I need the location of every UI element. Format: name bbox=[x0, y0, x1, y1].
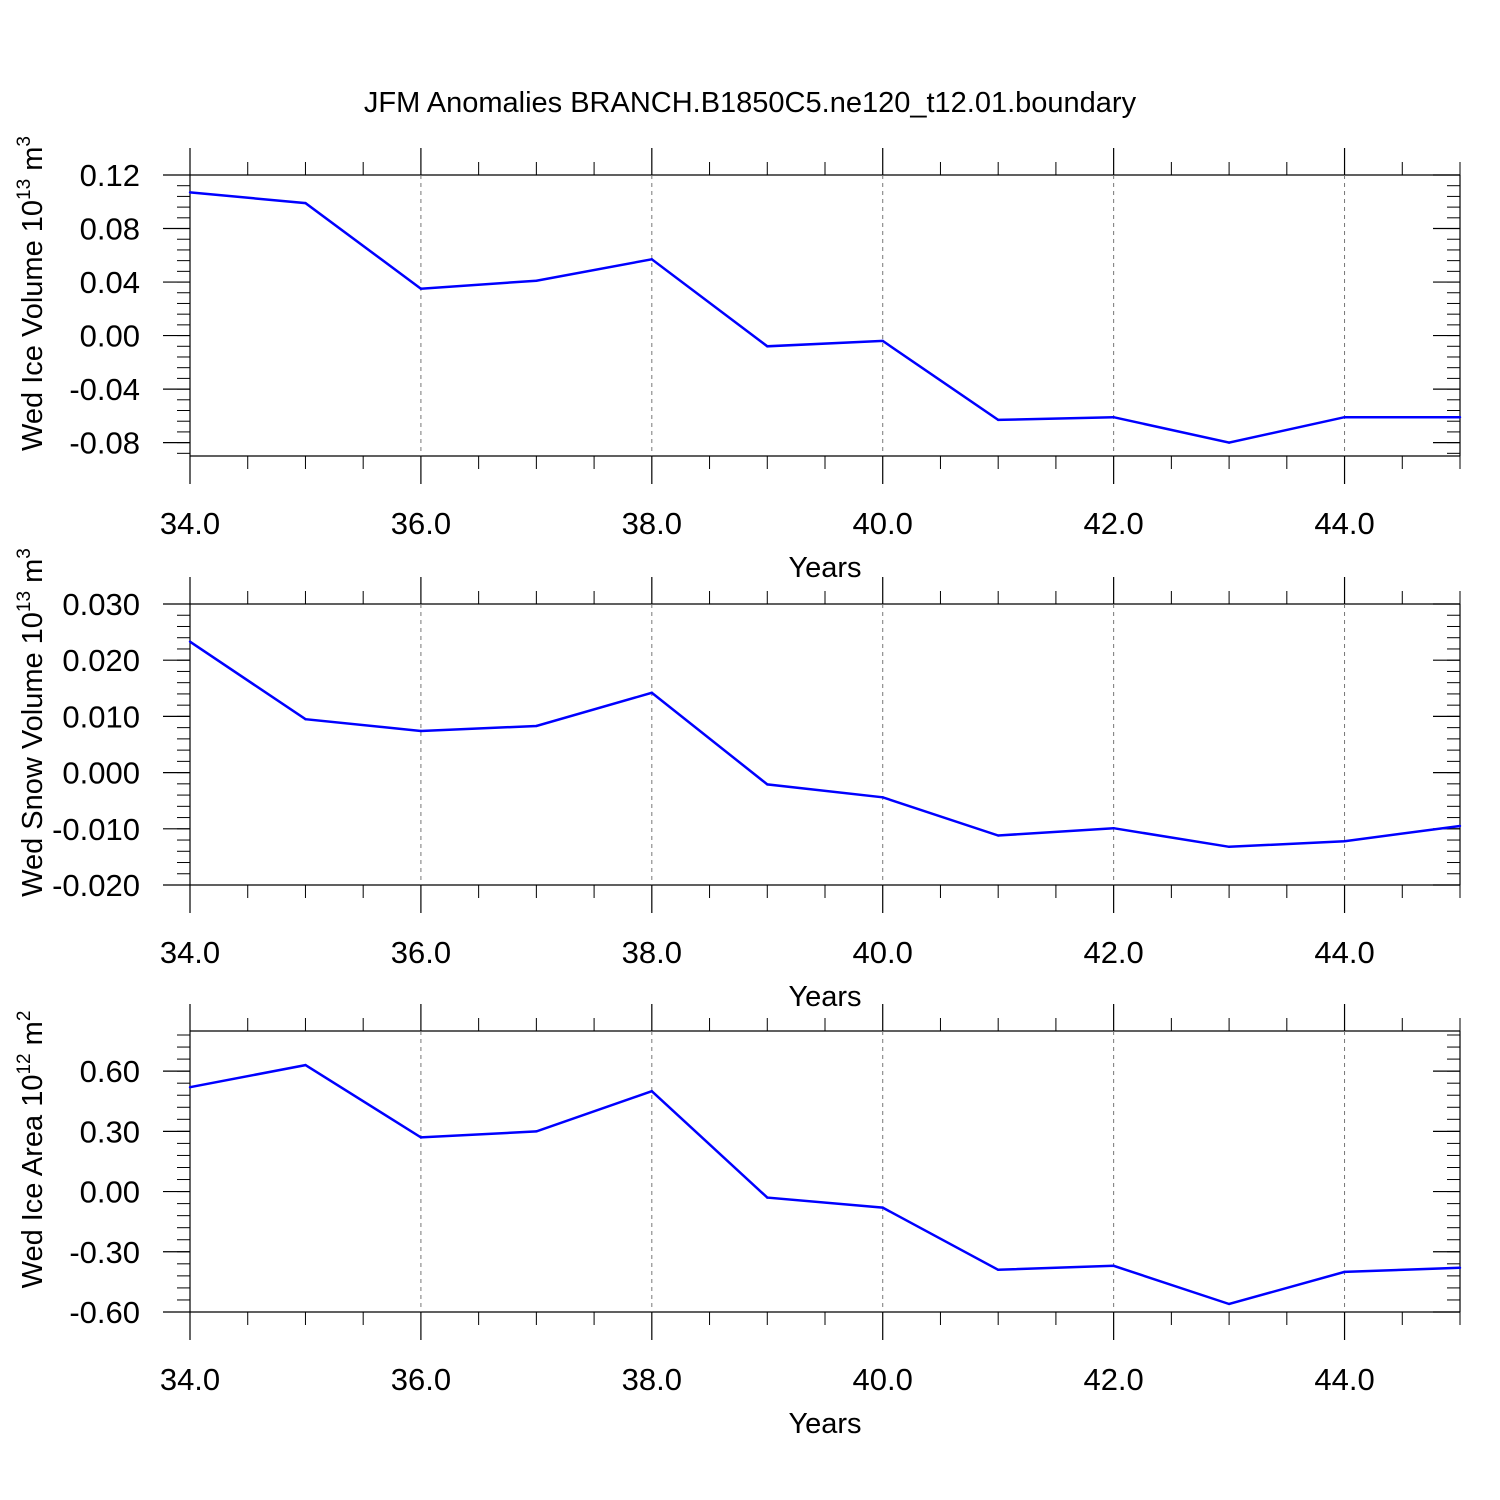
y-axis-label: Wed Snow Volume 1013 m3 bbox=[14, 548, 49, 897]
data-point bbox=[1112, 827, 1115, 830]
data-point bbox=[881, 339, 884, 343]
x-tick-label: 42.0 bbox=[1083, 1362, 1143, 1397]
x-tick-label: 34.0 bbox=[160, 506, 220, 541]
y-tick-label: 0.60 bbox=[80, 1054, 140, 1089]
y-tick-label: 0.12 bbox=[80, 158, 140, 193]
data-point bbox=[304, 718, 307, 721]
y-tick-label: 0.020 bbox=[62, 643, 140, 678]
data-point bbox=[535, 724, 538, 728]
y-tick-label: -0.010 bbox=[52, 812, 140, 847]
y-tick-label: -0.08 bbox=[69, 426, 140, 461]
y-tick-label: -0.04 bbox=[69, 372, 140, 407]
data-point bbox=[650, 691, 654, 694]
x-tick-label: 38.0 bbox=[622, 1362, 682, 1397]
y-tick-label: 0.010 bbox=[62, 699, 140, 734]
data-point bbox=[1343, 839, 1346, 843]
x-tick-label: 42.0 bbox=[1083, 506, 1143, 541]
data-point bbox=[1227, 441, 1231, 444]
y-axis-label: Wed Ice Area 1012 m2 bbox=[14, 1011, 49, 1289]
x-axis-label: Years bbox=[788, 1408, 861, 1440]
x-tick-label: 40.0 bbox=[853, 935, 913, 970]
data-point bbox=[535, 1130, 538, 1133]
x-tick-label: 44.0 bbox=[1314, 935, 1374, 970]
data-point bbox=[881, 1206, 884, 1209]
x-tick-label: 36.0 bbox=[391, 935, 451, 970]
data-point bbox=[188, 191, 192, 194]
data-point bbox=[996, 834, 1000, 837]
series-line bbox=[189, 191, 1460, 444]
data-point bbox=[1112, 415, 1115, 419]
x-axis-label: Years bbox=[788, 552, 861, 584]
data-point bbox=[304, 1063, 307, 1067]
data-point bbox=[1227, 845, 1231, 848]
x-tick-label: 40.0 bbox=[853, 1362, 913, 1397]
x-tick-label: 44.0 bbox=[1314, 506, 1374, 541]
series-line bbox=[189, 640, 1461, 849]
data-point bbox=[650, 258, 654, 261]
data-point bbox=[1227, 1302, 1231, 1306]
data-point bbox=[535, 279, 538, 282]
panel-1: 34.0 36.0 38.0 40.0 42.0 44.0 0.12 0.08 0.04 0.00… bbox=[14, 136, 1462, 584]
data-point bbox=[1343, 1270, 1346, 1274]
data-point bbox=[419, 287, 423, 290]
x-tick-label: 38.0 bbox=[622, 506, 682, 541]
data-point bbox=[1112, 1264, 1115, 1268]
data-point bbox=[188, 1086, 192, 1089]
y-tick-label: 0.030 bbox=[62, 587, 140, 622]
data-point bbox=[304, 201, 307, 205]
data-point bbox=[1458, 415, 1462, 419]
x-tick-label: 34.0 bbox=[160, 935, 220, 970]
y-tick-label: 0.08 bbox=[80, 212, 140, 247]
y-tick-label: -0.30 bbox=[69, 1235, 140, 1270]
x-tick-label: 36.0 bbox=[391, 1362, 451, 1397]
y-tick-label: -0.60 bbox=[69, 1295, 140, 1330]
data-point bbox=[1343, 415, 1346, 419]
y-tick-label: 0.04 bbox=[80, 265, 140, 300]
y-axis-label: Wed Ice Volume 1013 m3 bbox=[14, 136, 49, 451]
data-point bbox=[766, 1196, 769, 1199]
x-tick-label: 42.0 bbox=[1083, 935, 1143, 970]
data-point bbox=[419, 729, 423, 733]
series-line bbox=[189, 1063, 1461, 1306]
x-tick-label: 36.0 bbox=[391, 506, 451, 541]
data-point bbox=[650, 1090, 654, 1093]
y-tick-label: 0.000 bbox=[62, 756, 140, 791]
panel-2: 34.0 36.0 38.0 40.0 42.0 44.0 0.030 0.020 0.010 0… bbox=[14, 548, 1462, 1013]
data-point bbox=[996, 418, 1000, 422]
x-tick-label: 40.0 bbox=[853, 506, 913, 541]
data-point bbox=[1458, 1266, 1462, 1270]
data-point bbox=[1458, 824, 1462, 828]
data-point bbox=[881, 796, 884, 799]
x-axis-label: Years bbox=[788, 981, 861, 1013]
x-tick-label: 34.0 bbox=[160, 1362, 220, 1397]
panel-3: 34.0 36.0 38.0 40.0 42.0 44.0 0.60 0.30 0.00 -0.3… bbox=[14, 1004, 1462, 1440]
data-point bbox=[419, 1136, 423, 1139]
data-point bbox=[996, 1268, 1000, 1272]
data-point bbox=[766, 783, 769, 786]
x-tick-label: 44.0 bbox=[1314, 1362, 1374, 1397]
x-tick-label: 38.0 bbox=[622, 935, 682, 970]
y-tick-label: -0.020 bbox=[52, 868, 140, 903]
data-point bbox=[766, 345, 769, 348]
figure-title: JFM Anomalies BRANCH.B1850C5.ne120_t12.0… bbox=[364, 87, 1137, 119]
data-point bbox=[188, 640, 192, 643]
y-tick-label: 0.30 bbox=[80, 1114, 140, 1149]
y-tick-label: 0.00 bbox=[80, 1175, 140, 1210]
y-tick-label: 0.00 bbox=[80, 319, 140, 354]
